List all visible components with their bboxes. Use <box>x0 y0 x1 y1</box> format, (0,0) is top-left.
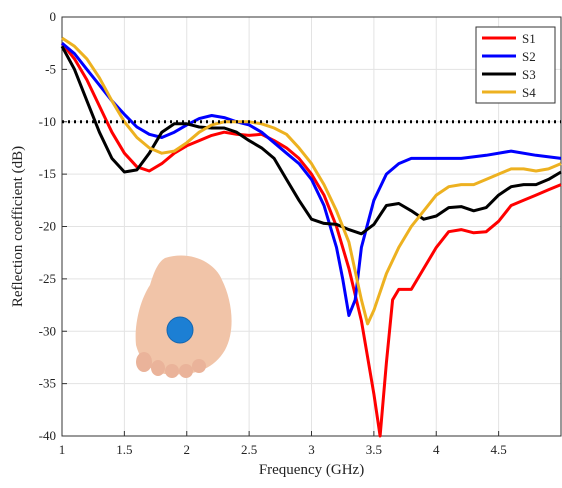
y-tick-label: -25 <box>39 271 56 286</box>
y-tick-label: -10 <box>39 114 56 129</box>
toe <box>179 364 193 378</box>
y-tick-label: -30 <box>39 323 56 338</box>
plot-frame <box>61 16 562 437</box>
y-tick-label: 0 <box>50 9 57 24</box>
x-tick-label: 4.5 <box>491 442 507 457</box>
foot <box>135 255 232 375</box>
x-tick-label: 3 <box>308 442 315 457</box>
y-tick-label: -40 <box>39 428 56 443</box>
x-tick-label: 4 <box>433 442 440 457</box>
x-tick-label: 3.5 <box>366 442 382 457</box>
x-tick-label: 2 <box>184 442 191 457</box>
y-tick-label: -35 <box>39 376 56 391</box>
series-line <box>60 42 562 438</box>
series-line <box>61 36 562 326</box>
series-line <box>61 42 562 317</box>
toe <box>165 364 179 378</box>
foot-illustration <box>135 255 232 378</box>
y-tick-label: -20 <box>39 219 56 234</box>
legend-label: S3 <box>522 67 536 82</box>
toe <box>192 359 206 373</box>
x-tick-label: 1.5 <box>116 442 132 457</box>
antenna <box>166 316 194 344</box>
x-tick-label: 2.5 <box>241 442 257 457</box>
y-axis-label: Reflection coefficient (dB) <box>10 146 26 307</box>
series-line <box>60 45 562 236</box>
x-axis-label: Frequency (GHz) <box>259 462 364 478</box>
legend-label: S2 <box>522 49 536 64</box>
toe <box>151 360 165 376</box>
y-tick-label: -15 <box>39 166 56 181</box>
toe <box>136 352 152 372</box>
legend-label: S1 <box>522 31 536 46</box>
legend-label: S4 <box>522 85 536 100</box>
legend-box <box>475 26 556 104</box>
x-tick-label: 1 <box>59 442 66 457</box>
grid <box>61 16 561 437</box>
y-tick-label: -5 <box>45 61 56 76</box>
